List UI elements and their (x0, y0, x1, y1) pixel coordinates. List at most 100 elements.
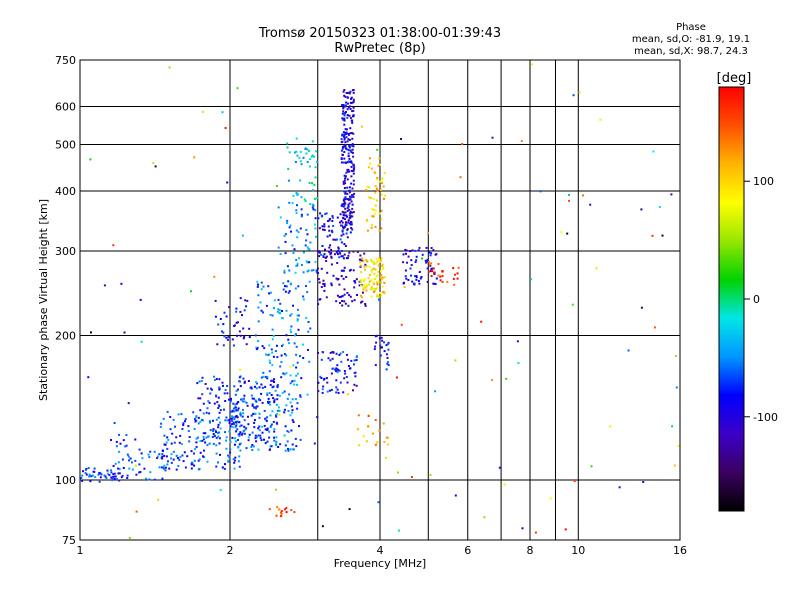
data-point (430, 252, 433, 255)
data-point (299, 395, 302, 398)
data-point (239, 380, 241, 383)
data-point (453, 283, 456, 286)
data-point (88, 473, 91, 476)
data-point (340, 241, 343, 244)
data-point (435, 277, 438, 280)
data-point (349, 223, 352, 226)
data-point (300, 196, 303, 199)
data-point (231, 436, 234, 439)
data-point (346, 102, 349, 105)
data-point (531, 63, 533, 66)
data-point (84, 472, 87, 475)
data-point (387, 348, 390, 351)
data-point (295, 366, 298, 369)
data-point (115, 478, 118, 480)
data-point (428, 263, 431, 266)
data-point (335, 379, 338, 382)
data-point (206, 387, 209, 390)
data-point (344, 144, 347, 147)
data-point (454, 359, 457, 362)
data-point (433, 272, 436, 275)
data-point (229, 424, 232, 427)
y-tick-label: 400 (55, 185, 76, 198)
data-point (197, 436, 200, 439)
data-point (367, 166, 370, 169)
data-point (383, 276, 386, 279)
data-point (124, 445, 127, 448)
data-point (118, 479, 121, 482)
data-point (208, 401, 211, 404)
data-point (180, 413, 183, 416)
data-point (342, 277, 345, 280)
data-point (317, 250, 320, 253)
data-point (342, 182, 345, 185)
data-point (117, 472, 120, 475)
data-point (213, 402, 216, 405)
data-point (228, 398, 230, 401)
data-point (343, 253, 346, 256)
data-point (348, 214, 351, 217)
data-point (84, 468, 87, 471)
data-point (227, 459, 230, 462)
data-point (110, 471, 113, 474)
data-point (366, 260, 369, 263)
data-point (385, 344, 388, 347)
data-point (306, 393, 309, 396)
data-point (215, 465, 218, 468)
data-point (338, 354, 341, 356)
data-point (441, 275, 444, 278)
data-point (452, 277, 455, 280)
data-point (261, 345, 264, 348)
data-point (298, 425, 300, 428)
data-point (219, 409, 222, 411)
data-point (226, 338, 229, 341)
data-point (231, 410, 234, 413)
data-point (350, 165, 353, 168)
data-point (324, 256, 327, 259)
data-point (164, 469, 167, 472)
data-point (208, 442, 211, 445)
data-point (415, 255, 418, 258)
data-point (661, 234, 664, 237)
data-point (258, 425, 261, 428)
data-point (351, 143, 354, 146)
data-point (295, 229, 298, 232)
data-point (351, 207, 354, 210)
data-point (369, 162, 371, 165)
data-point (572, 94, 575, 97)
data-point (378, 257, 381, 260)
data-point (223, 392, 226, 395)
data-point (134, 459, 137, 462)
data-point (379, 259, 382, 262)
data-point (316, 160, 319, 163)
data-point (341, 153, 344, 156)
data-point (374, 443, 377, 446)
data-point (212, 428, 215, 431)
data-point (284, 449, 287, 452)
data-point (239, 431, 242, 434)
data-point (352, 250, 355, 253)
data-point (293, 248, 296, 251)
data-point (379, 189, 382, 191)
data-point (309, 158, 312, 160)
data-point (279, 216, 282, 219)
data-point (251, 403, 254, 406)
data-point (302, 271, 305, 274)
data-point (255, 348, 258, 351)
data-point (106, 472, 109, 475)
data-point (306, 161, 309, 163)
phase-stats-x: mean, sd,X: 98.7, 24.3 (634, 46, 748, 57)
data-point (387, 364, 390, 367)
data-point (269, 313, 272, 316)
data-point (386, 362, 389, 365)
data-point (247, 380, 250, 382)
data-point (261, 425, 264, 428)
data-point (250, 445, 253, 448)
data-point (372, 283, 375, 286)
data-point (351, 228, 354, 231)
data-point (338, 369, 341, 372)
data-point (287, 410, 290, 412)
data-point (168, 66, 171, 69)
data-point (351, 151, 354, 154)
data-point (179, 434, 182, 437)
